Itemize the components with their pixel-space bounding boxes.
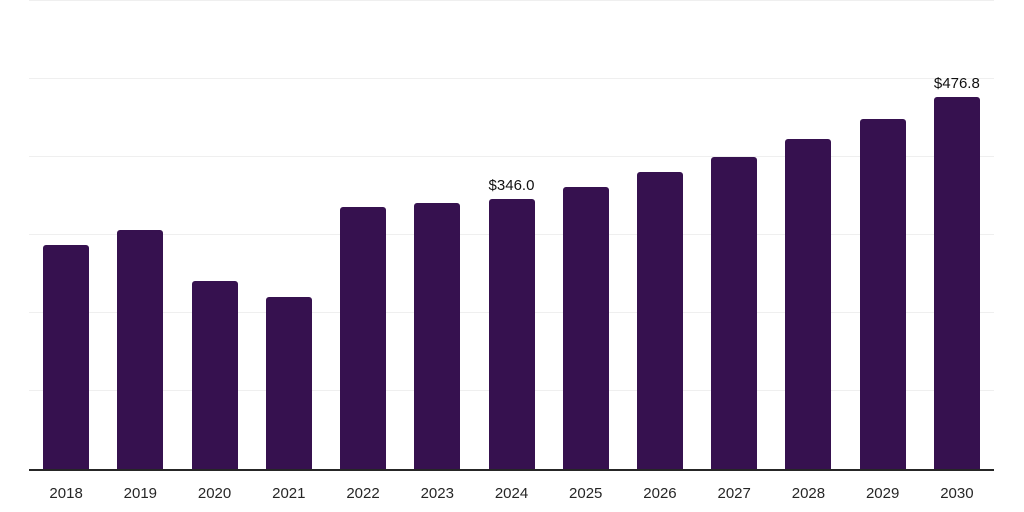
bar-value-label: $346.0 xyxy=(488,177,535,195)
bar xyxy=(43,244,90,469)
bar xyxy=(414,203,461,469)
bar xyxy=(340,206,387,469)
bar xyxy=(191,280,238,469)
bar xyxy=(711,157,758,469)
bar xyxy=(488,199,535,469)
bar xyxy=(265,296,312,469)
x-tick-label: 2024 xyxy=(494,485,529,502)
bar xyxy=(785,139,832,469)
bar xyxy=(117,229,164,469)
gridline xyxy=(29,78,994,79)
x-tick-label: 2026 xyxy=(643,485,677,502)
gridline xyxy=(29,0,994,1)
x-tick-label: 2023 xyxy=(420,485,454,502)
bar xyxy=(562,186,609,469)
x-tick-label: 2021 xyxy=(272,485,306,502)
x-tick-label: 2018 xyxy=(49,485,83,502)
x-tick-label: 2019 xyxy=(123,485,158,502)
plot-area: $346.0 $476.8 xyxy=(29,0,994,471)
bar-value-label: $476.8 xyxy=(933,75,980,93)
x-tick-label: 2020 xyxy=(197,485,232,502)
x-tick-label: 2029 xyxy=(865,485,900,502)
x-tick-label: 2025 xyxy=(569,485,603,502)
x-tick-label: 2027 xyxy=(717,485,751,502)
x-tick-label: 2030 xyxy=(940,485,974,502)
gridline xyxy=(29,156,994,157)
x-axis-line xyxy=(29,469,994,471)
bar xyxy=(636,172,683,469)
bar xyxy=(859,119,906,469)
x-tick-label: 2022 xyxy=(346,485,380,502)
bar xyxy=(933,97,980,469)
x-tick-label: 2028 xyxy=(791,485,826,502)
